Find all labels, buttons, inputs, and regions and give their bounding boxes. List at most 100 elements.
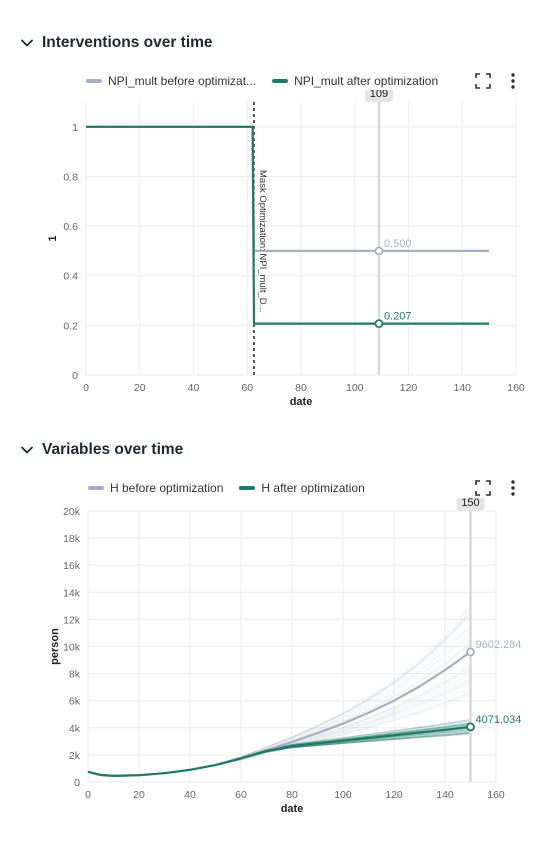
ensemble-line (87, 613, 471, 777)
x-tick-label: 100 (334, 789, 352, 801)
legend-label-h-before: H before optimization (110, 481, 224, 495)
crosshair-badge-bg (456, 498, 485, 511)
ensemble-line (87, 612, 471, 777)
variables-section-header[interactable]: Variables over time (20, 441, 183, 459)
x-tick-label: 120 (400, 382, 418, 394)
x-tick-label: 140 (453, 382, 471, 394)
ensemble-line (87, 611, 471, 777)
x-tick-label: 0 (83, 382, 89, 394)
y-axis-label: person (49, 628, 61, 665)
series-line-after (86, 125, 490, 325)
interventions-legend: NPI_mult before optimizat... NPI_mult af… (86, 74, 454, 88)
y-axis-label: 1 (47, 235, 59, 241)
x-tick-label: 80 (295, 382, 307, 394)
crosshair-point-after (374, 319, 384, 329)
series-line-before (86, 125, 490, 252)
x-tick-label: 0 (85, 789, 91, 801)
legend-item-h-after[interactable]: H after optimization (239, 481, 365, 495)
x-tick-label: 20 (134, 382, 146, 394)
crosshair-badge: 150 (456, 498, 485, 511)
variables-chart: 0 20 40 60 80 100 120 140 160 0 2k 4k 6k 8k 10k 12k 14k 1… (49, 498, 522, 815)
y-tick-label: 0.4 (63, 271, 78, 283)
ensemble-line (87, 732, 471, 777)
x-tick-label: 60 (241, 382, 253, 394)
x-tick-label: 20 (133, 789, 145, 801)
y-tick-label: 1 (72, 122, 78, 134)
ensemble-line (87, 612, 471, 777)
crosshair-point-before (374, 246, 384, 256)
crosshair-point-after (466, 722, 475, 732)
legend-swatch-before (86, 79, 102, 83)
x-tick-label: 40 (188, 382, 200, 394)
interventions-section-header[interactable]: Interventions over time (20, 34, 213, 52)
kebab-menu-icon[interactable] (504, 72, 522, 90)
crosshair-value-after: 0.207 (384, 311, 412, 323)
y-tick-label: 0.8 (63, 171, 78, 183)
crosshair-value-before: 9602.284 (476, 639, 522, 651)
ensemble-line (87, 642, 471, 777)
x-axis-label: date (281, 803, 304, 815)
ensemble-line (87, 613, 471, 777)
crosshair-value-after: 4071.034 (476, 714, 522, 726)
ensemble-line (87, 639, 471, 777)
x-tick-label: 120 (385, 789, 403, 801)
x-tick-label: 100 (346, 382, 364, 394)
y-tick-label: 16k (63, 560, 81, 572)
y-tick-label: 0 (74, 777, 80, 789)
interventions-chart: 0 20 40 60 80 100 120 140 160 0 0.2 0.4 0.6 0.8 1 date 1… (47, 90, 525, 408)
legend-swatch-h-after (239, 486, 256, 490)
expand-icon[interactable] (474, 72, 492, 90)
y-tick-label: 6k (69, 696, 81, 708)
y-tick-label: 14k (63, 587, 81, 599)
y-tick-label: 0.6 (63, 221, 78, 233)
expand-icon[interactable] (474, 479, 492, 497)
y-tick-label: 2k (69, 750, 81, 762)
ensemble-line (87, 612, 471, 777)
y-tick-label: 12k (63, 614, 81, 626)
kebab-menu-icon[interactable] (504, 479, 522, 497)
ensemble-line (87, 614, 471, 777)
legend-item-before[interactable]: NPI_mult before optimizat... (86, 74, 256, 88)
ensemble-line (87, 732, 471, 777)
y-tick-label: 4k (69, 723, 81, 735)
y-tick-label: 18k (63, 533, 81, 545)
intervention-marker-label: Mask Optimization: NPI_mult_D... (257, 170, 268, 313)
ensemble-line (87, 610, 471, 777)
x-tick-label: 40 (184, 789, 196, 801)
variables-legend: H before optimization H after optimizati… (88, 481, 381, 495)
x-axis-label: date (290, 396, 313, 408)
x-tick-label: 140 (436, 789, 454, 801)
legend-label-h-after: H after optimization (261, 481, 365, 495)
legend-swatch-after (272, 79, 289, 83)
crosshair-badge-bg (364, 90, 393, 102)
y-tick-label: 10k (63, 642, 81, 654)
crosshair-badge-label: 150 (461, 498, 479, 509)
crosshair-value-before: 0.500 (384, 238, 412, 250)
crosshair-point-before (466, 647, 475, 657)
chevron-down-icon[interactable] (20, 443, 34, 457)
y-tick-label: 0 (72, 370, 78, 382)
y-tick-label: 8k (69, 669, 81, 681)
ensemble-line (87, 667, 471, 777)
crosshair-badge: 109 (364, 90, 393, 102)
legend-label-before: NPI_mult before optimizat... (108, 74, 257, 88)
y-tick-label: 20k (63, 506, 81, 518)
crosshair-badge-label: 109 (370, 90, 388, 100)
interventions-section-title: Interventions over time (42, 34, 213, 51)
x-tick-label: 160 (507, 382, 525, 394)
x-tick-label: 80 (286, 789, 298, 801)
y-tick-label: 0.2 (63, 320, 78, 332)
x-tick-label: 160 (487, 789, 505, 801)
legend-label-after: NPI_mult after optimization (294, 74, 439, 88)
x-tick-label: 60 (235, 789, 247, 801)
ensemble-line (87, 732, 471, 777)
legend-item-after[interactable]: NPI_mult after optimization (272, 74, 438, 88)
ensemble-line (87, 627, 471, 777)
ensemble-line (87, 610, 471, 777)
legend-item-h-before[interactable]: H before optimization (88, 481, 223, 495)
variables-toolbar (474, 479, 522, 497)
variables-section-title: Variables over time (42, 441, 184, 458)
legend-swatch-h-before (88, 486, 104, 490)
ensemble-line (87, 678, 471, 777)
chevron-down-icon[interactable] (20, 36, 34, 50)
